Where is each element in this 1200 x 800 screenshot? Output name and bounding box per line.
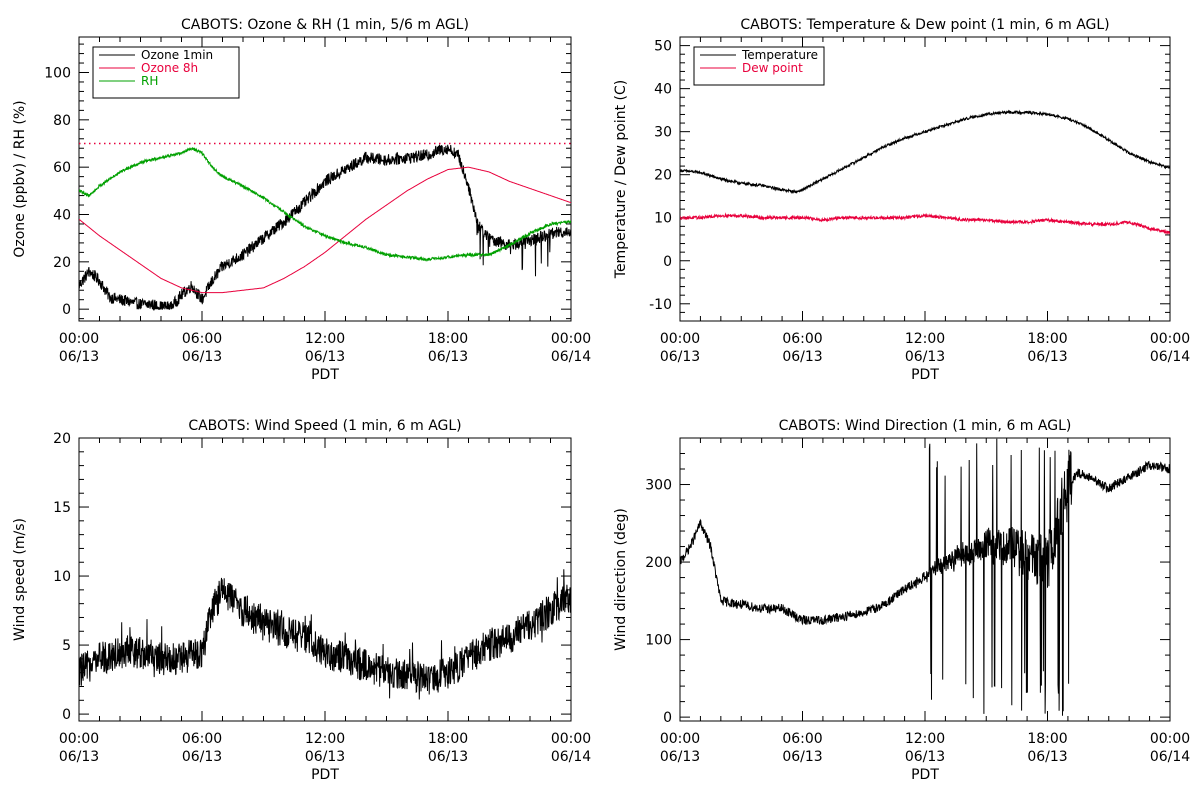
x-tick-label-date: 06/13: [905, 349, 945, 365]
y-tick-label: 50: [654, 39, 672, 55]
x-tick-label-date: 06/14: [1150, 749, 1190, 765]
x-axis-label: PDT: [311, 767, 339, 783]
y-tick-label: 20: [53, 255, 71, 271]
x-tick-label-time: 00:00: [551, 331, 591, 347]
y-tick-label: 80: [53, 113, 71, 129]
x-tick-label-date: 06/13: [59, 349, 99, 365]
x-tick-label-date: 06/13: [182, 349, 222, 365]
x-tick-label-date: 06/13: [305, 349, 345, 365]
x-tick-label-time: 00:00: [59, 331, 99, 347]
y-tick-label: 0: [663, 254, 672, 270]
chart-title: CABOTS: Wind Speed (1 min, 6 m AGL): [188, 418, 461, 434]
x-tick-label-time: 06:00: [782, 331, 822, 347]
legend-entry: Dew point: [742, 61, 803, 75]
y-tick-label: 10: [53, 569, 71, 585]
x-tick-label-date: 06/13: [59, 749, 99, 765]
y-tick-label: 40: [654, 82, 672, 98]
x-tick-label-time: 00:00: [1150, 331, 1190, 347]
series-line-data: [79, 569, 571, 700]
series-line-ozone-1min: [79, 144, 571, 312]
wind-speed-panel: CABOTS: Wind Speed (1 min, 6 m AGL) 00:00…: [12, 418, 591, 783]
series-line-data: [680, 438, 1170, 716]
legend-entry: RH: [141, 74, 158, 88]
x-tick-label-time: 00:00: [660, 331, 700, 347]
series-line-temperature: [680, 109, 1170, 194]
legend-entry: Ozone 1min: [141, 48, 213, 62]
x-tick-label-date: 06/14: [551, 349, 591, 365]
series-line-dew-point: [680, 212, 1170, 236]
y-tick-label: 20: [53, 431, 71, 447]
y-tick-label: 0: [62, 302, 71, 318]
x-tick-label-time: 00:00: [59, 731, 99, 747]
y-tick-label: 0: [663, 710, 672, 726]
x-tick-label-date: 06/13: [1027, 349, 1067, 365]
x-tick-label-time: 12:00: [305, 331, 345, 347]
chart-title: CABOTS: Ozone & RH (1 min, 5/6 m AGL): [181, 17, 469, 33]
x-tick-label-time: 06:00: [182, 731, 222, 747]
x-tick-label-date: 06/13: [782, 349, 822, 365]
y-tick-label: 0: [62, 707, 71, 723]
series-line-rh: [79, 146, 571, 262]
chart-title: CABOTS: Temperature & Dew point (1 min, …: [740, 17, 1109, 33]
y-axis-label: Temperature / Dew point (C): [613, 80, 629, 279]
y-axis-label: Wind direction (deg): [613, 508, 629, 651]
x-tick-label-date: 06/14: [551, 749, 591, 765]
ozone-rh-panel: CABOTS: Ozone & RH (1 min, 5/6 m AGL) 00:…: [12, 17, 591, 383]
y-tick-label: 60: [53, 160, 71, 176]
x-tick-label-time: 18:00: [428, 731, 468, 747]
x-tick-label-date: 06/13: [428, 749, 468, 765]
y-tick-label: -10: [649, 297, 672, 313]
x-tick-label-time: 00:00: [1150, 731, 1190, 747]
x-tick-label-date: 06/13: [660, 349, 700, 365]
x-tick-label-date: 06/13: [428, 349, 468, 365]
x-tick-label-date: 06/13: [182, 749, 222, 765]
x-tick-label-time: 12:00: [305, 731, 345, 747]
x-tick-label-time: 12:00: [905, 731, 945, 747]
x-tick-label-date: 06/14: [1150, 349, 1190, 365]
x-tick-label-date: 06/13: [782, 749, 822, 765]
x-tick-label-time: 06:00: [182, 331, 222, 347]
wind-direction-panel: CABOTS: Wind Direction (1 min, 6 m AGL) 0…: [613, 418, 1190, 783]
y-tick-label: 40: [53, 208, 71, 224]
x-tick-label-time: 18:00: [1027, 331, 1067, 347]
temperature-dewpoint-panel: CABOTS: Temperature & Dew point (1 min, …: [613, 17, 1190, 383]
y-axis-label: Wind speed (m/s): [12, 518, 28, 641]
y-tick-label: 100: [44, 66, 71, 82]
x-axis-label: PDT: [311, 367, 339, 383]
y-tick-label: 30: [654, 125, 672, 141]
x-tick-label-date: 06/13: [305, 749, 345, 765]
x-tick-label-time: 00:00: [660, 731, 700, 747]
y-tick-label: 10: [654, 211, 672, 227]
x-tick-label-time: 00:00: [551, 731, 591, 747]
x-axis-label: PDT: [911, 767, 939, 783]
x-tick-label-time: 18:00: [1027, 731, 1067, 747]
x-tick-label-time: 18:00: [428, 331, 468, 347]
y-tick-label: 200: [645, 555, 672, 571]
x-tick-label-date: 06/13: [1027, 749, 1067, 765]
legend-entry: Temperature: [741, 48, 818, 62]
y-tick-label: 300: [645, 478, 672, 494]
legend-entry: Ozone 8h: [141, 61, 198, 75]
x-tick-label-date: 06/13: [905, 749, 945, 765]
x-tick-label-date: 06/13: [660, 749, 700, 765]
series-line-ozone-8h: [79, 166, 571, 294]
x-axis-label: PDT: [911, 367, 939, 383]
x-tick-label-time: 06:00: [782, 731, 822, 747]
y-axis-label: Ozone (ppbv) / RH (%): [12, 100, 28, 257]
x-tick-label-time: 12:00: [905, 331, 945, 347]
y-tick-label: 20: [654, 168, 672, 184]
legend-box: [693, 46, 825, 86]
plot-frame: [78, 437, 572, 722]
y-tick-label: 100: [645, 633, 672, 649]
chart-title: CABOTS: Wind Direction (1 min, 6 m AGL): [779, 418, 1072, 434]
y-tick-label: 15: [53, 500, 71, 516]
y-tick-label: 5: [62, 638, 71, 654]
